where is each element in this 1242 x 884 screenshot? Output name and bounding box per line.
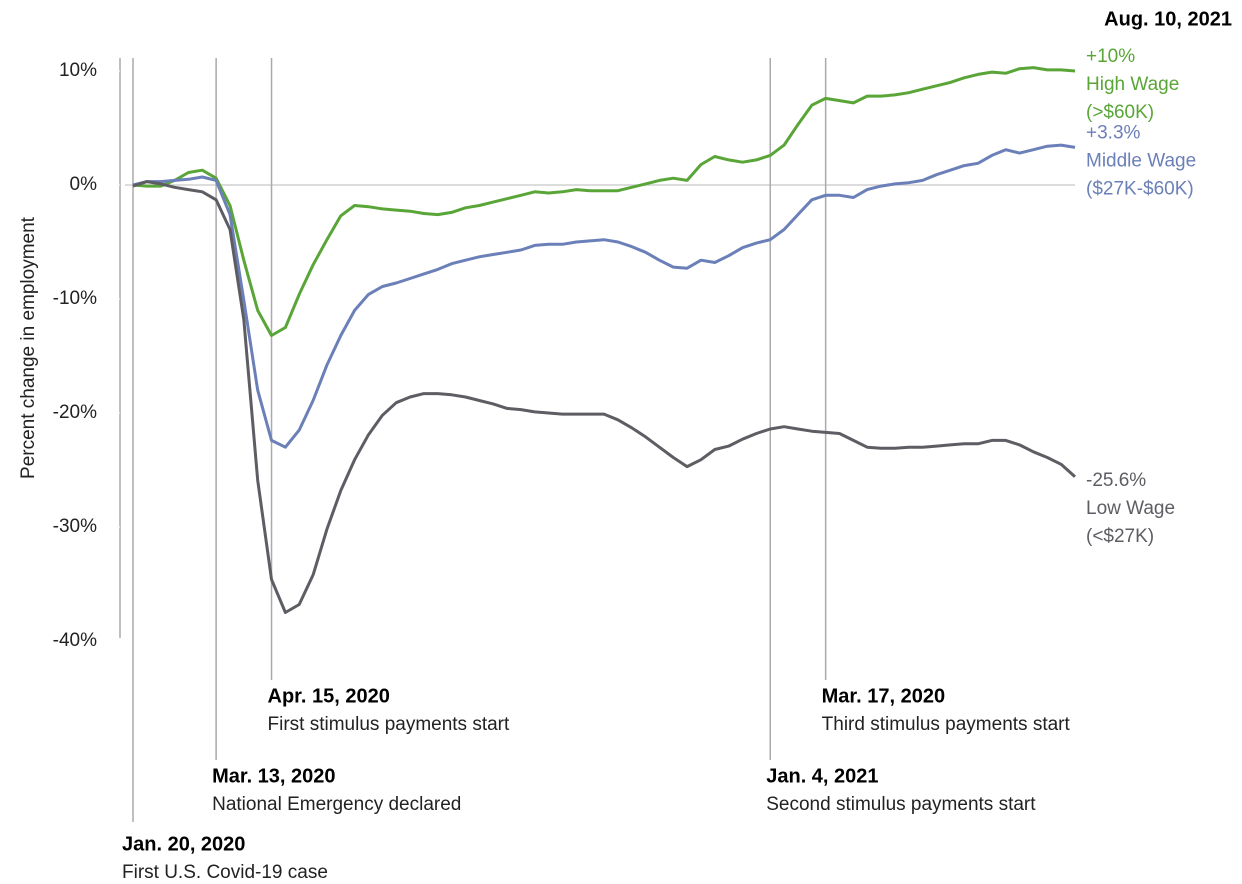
- series-line: [132, 143, 1076, 449]
- y-tick-label: 0%: [70, 174, 98, 195]
- end-date: Aug. 10, 2021: [1104, 8, 1232, 30]
- y-axis-label: Percent change in employment: [18, 216, 39, 479]
- event-text: First U.S. Covid-19 case: [122, 862, 328, 883]
- y-tick-label: -10%: [53, 288, 97, 309]
- event-date: Mar. 17, 2020: [822, 685, 945, 707]
- legend-name: Low Wage: [1086, 498, 1175, 519]
- y-tick-label: 10%: [59, 60, 97, 81]
- y-tick-label: -20%: [53, 402, 97, 423]
- event-text: National Emergency declared: [212, 794, 461, 815]
- y-tick-label: -40%: [53, 630, 97, 651]
- event-date: Mar. 13, 2020: [212, 765, 335, 787]
- legend-range: (>$60K): [1086, 102, 1154, 123]
- event-text: Second stimulus payments start: [766, 794, 1036, 815]
- event-text: First stimulus payments start: [268, 714, 510, 735]
- series-line: [132, 66, 1076, 337]
- event-date: Jan. 20, 2020: [122, 833, 245, 855]
- end-value: +10%: [1086, 46, 1135, 67]
- legend-name: High Wage: [1086, 74, 1179, 95]
- series-line: [132, 180, 1077, 614]
- end-value: +3.3%: [1086, 122, 1141, 143]
- legend-name: Middle Wage: [1086, 150, 1196, 171]
- event-date: Apr. 15, 2020: [268, 685, 390, 707]
- y-tick-label: -30%: [53, 516, 97, 537]
- event-text: Third stimulus payments start: [822, 714, 1071, 735]
- legend-range: ($27K-$60K): [1086, 178, 1194, 199]
- event-date: Jan. 4, 2021: [766, 765, 878, 787]
- end-value: -25.6%: [1086, 470, 1146, 491]
- legend-range: (<$27K): [1086, 526, 1154, 547]
